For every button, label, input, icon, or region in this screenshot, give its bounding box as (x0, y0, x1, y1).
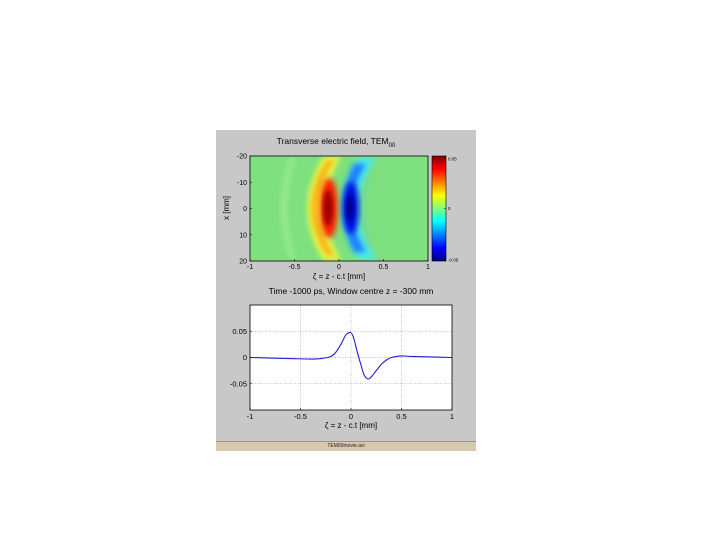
line-plot-area (249, 304, 453, 411)
heatmap-y-tick-label: 10 (239, 232, 247, 239)
colorbar-ticks: 0.05 0 -0.05 (444, 155, 459, 263)
line-y-ticks: 0.05 0 -0.05 (230, 327, 252, 388)
colorbar-tick-label: 0.05 (448, 157, 457, 162)
heatmap-y-tick-label: -20 (237, 154, 247, 161)
line-series-group (250, 332, 452, 380)
line-x-tick-label: -1 (247, 412, 254, 421)
heatmap-y-tick-label: 20 (239, 259, 247, 266)
line-series-0 (250, 332, 452, 380)
line-y-tick-label: -0.05 (230, 379, 247, 388)
line-x-tick-label: 1 (450, 412, 454, 421)
heatmap-x-ticks: -1 -0.5 0 0.5 1 (247, 259, 430, 271)
line-x-tick-label: 0.5 (396, 412, 406, 421)
heatmap-x-tick-label: -1 (247, 264, 253, 271)
heatmap-y-tick-label: -10 (237, 180, 247, 187)
heatmap-x-tick-label: -0.5 (288, 264, 300, 271)
line-x-axis-label: ζ = z - c.t [mm] (325, 421, 377, 430)
line-y-tick-label: 0.05 (232, 327, 247, 336)
heatmap-y-axis-label: x [mm] (222, 196, 231, 220)
heatmap-x-tick-label: 1 (426, 264, 430, 271)
colorbar: 0.05 0 -0.05 (431, 155, 459, 263)
colorbar-tick-label: 0 (448, 206, 451, 211)
heatmap-plot-area (249, 155, 429, 262)
line-x-tick-label: 0 (349, 412, 353, 421)
heatmap-title: Transverse electric field, TEM00 (277, 136, 396, 149)
status-filename: TEM00movie.avi (327, 443, 365, 449)
heatmap-x-axis-label: ζ = z - c.t [mm] (313, 272, 365, 281)
figure-canvas: Transverse electric field, TEM00 -1 -0.5 0 (222, 136, 459, 430)
line-x-tick-label: -0.5 (294, 412, 307, 421)
heatmap-field (281, 156, 376, 261)
heatmap-y-tick-label: 0 (243, 206, 247, 213)
heatmap-y-ticks: -20 -10 0 10 20 (237, 154, 252, 266)
line-x-ticks: -1 -0.5 0 0.5 1 (247, 408, 454, 421)
line-title: Time -1000 ps, Window centre z = -300 mm (269, 286, 434, 296)
figure-window: Transverse electric field, TEM00 -1 -0.5 0 (216, 130, 476, 451)
heatmap-x-tick-label: 0 (337, 264, 341, 271)
colorbar-scale (431, 155, 447, 262)
status-bar: TEM00movie.avi (216, 441, 476, 451)
colorbar-tick-label: -0.05 (448, 258, 459, 263)
line-y-tick-label: 0 (243, 353, 247, 362)
heatmap-x-tick-label: 0.5 (379, 264, 389, 271)
